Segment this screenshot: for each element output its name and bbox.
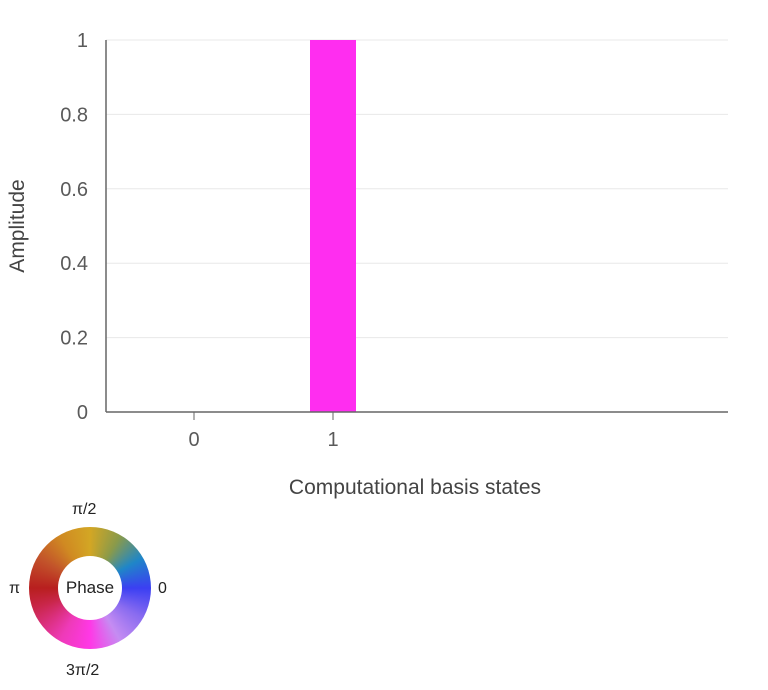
x-tick-label: 0: [188, 429, 199, 451]
y-tick-label: 0.8: [60, 104, 88, 126]
y-tick-label: 0.6: [60, 179, 88, 201]
y-tick-labels: 0 0.2 0.4 0.6 0.8 1: [60, 30, 88, 424]
x-axis-title: Computational basis states: [289, 476, 541, 499]
phase-legend-wheel: Phase π/2 π 0 3π/2: [0, 498, 190, 688]
bar-1: [310, 40, 356, 412]
y-tick-label: 0.4: [60, 253, 88, 275]
bars: [310, 40, 356, 412]
phase-label-bottom: 3π/2: [66, 662, 100, 679]
phase-center-label: Phase: [58, 556, 122, 620]
y-tick-label: 1: [77, 30, 88, 52]
x-tick-label: 1: [327, 429, 338, 451]
y-tick-label: 0: [77, 402, 88, 424]
y-axis-title: Amplitude: [6, 179, 29, 272]
phase-label-right: 0: [158, 580, 167, 597]
y-tick-label: 0.2: [60, 328, 88, 350]
phase-label-top: π/2: [72, 501, 97, 518]
grid-lines: [106, 39, 728, 339]
phase-label-left: π: [9, 580, 21, 597]
